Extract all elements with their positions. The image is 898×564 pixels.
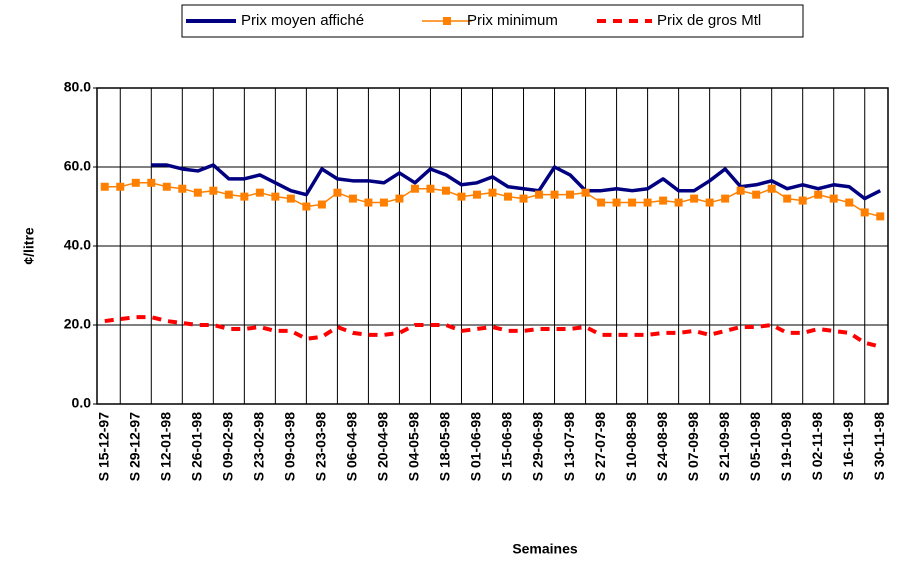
y-tick-label: 20.0 — [64, 316, 91, 332]
x-tick-label: S 30-11-98 — [871, 412, 887, 481]
x-tick-label: S 23-02-98 — [251, 412, 267, 481]
series-marker — [178, 184, 187, 193]
x-tick-label: S 19-10-98 — [778, 412, 794, 481]
series-line — [104, 315, 881, 349]
x-tick-label: S 18-05-98 — [437, 412, 453, 481]
x-tick-label: S 23-03-98 — [313, 412, 329, 481]
series-marker — [317, 200, 326, 209]
series-marker — [783, 194, 792, 203]
series-marker — [255, 188, 264, 197]
x-tick-label: S 21-09-98 — [716, 412, 732, 481]
series-marker — [829, 194, 838, 203]
x-tick-label: S 15-12-97 — [95, 412, 111, 481]
x-tick-label: S 01-06-98 — [468, 412, 484, 481]
y-tick-label: 60.0 — [64, 158, 91, 174]
series-marker — [472, 190, 481, 199]
x-tick-label: S 26-01-98 — [189, 412, 205, 481]
legend-label: Prix moyen affiché — [241, 12, 364, 29]
x-tick-label: S 24-08-98 — [654, 412, 670, 481]
x-tick-label: S 06-04-98 — [344, 412, 360, 481]
x-tick-label: S 10-08-98 — [623, 412, 639, 481]
y-axis-label: ¢/litre — [21, 227, 37, 265]
y-tick-label: 0.0 — [72, 395, 92, 411]
legend-label: Prix minimum — [467, 12, 558, 29]
x-tick-label: S 07-09-98 — [685, 412, 701, 481]
series-line — [151, 163, 882, 201]
x-tick-label: S 16-11-98 — [840, 412, 856, 481]
legend-label: Prix de gros Mtl — [657, 12, 761, 29]
y-tick-label: 80.0 — [64, 79, 91, 95]
x-tick-label: S 20-04-98 — [375, 412, 391, 481]
x-axis-label: Semaines — [512, 541, 578, 557]
series-marker — [302, 202, 311, 211]
series-marker — [286, 194, 295, 203]
series-marker — [736, 186, 745, 195]
series-marker — [209, 186, 218, 195]
series-marker — [705, 198, 714, 207]
series-marker — [519, 194, 528, 203]
series-marker — [845, 198, 854, 207]
x-tick-label: S 12-01-98 — [157, 412, 173, 481]
series-marker — [674, 198, 683, 207]
series-marker — [690, 194, 699, 203]
x-tick-label: S 15-06-98 — [499, 412, 515, 481]
series-marker — [193, 188, 202, 197]
series-marker — [457, 192, 466, 201]
series-marker — [535, 190, 544, 199]
series-marker — [752, 190, 761, 199]
series-marker — [271, 192, 280, 201]
series-marker — [426, 184, 435, 193]
series-marker — [860, 208, 869, 217]
series-marker — [643, 198, 652, 207]
series-marker — [348, 194, 357, 203]
series-marker — [550, 190, 559, 199]
series-marker — [379, 198, 388, 207]
series-marker — [333, 188, 342, 197]
x-tick-label: S 04-05-98 — [406, 412, 422, 481]
legend-marker — [443, 17, 451, 25]
series-marker — [488, 188, 497, 197]
x-tick-label: S 05-10-98 — [747, 412, 763, 481]
series-marker — [612, 198, 621, 207]
series-marker — [162, 182, 171, 191]
series-marker — [116, 182, 125, 191]
series-marker — [224, 190, 233, 199]
y-tick-label: 40.0 — [64, 237, 91, 253]
series-marker — [364, 198, 373, 207]
series-marker — [581, 188, 590, 197]
series-marker — [566, 190, 575, 199]
series-marker — [876, 212, 885, 221]
legend-box — [181, 4, 804, 38]
x-tick-label: S 02-11-98 — [809, 412, 825, 481]
series-marker — [659, 196, 668, 205]
series-marker — [767, 184, 776, 193]
plot-border — [96, 87, 889, 405]
series-marker — [410, 184, 419, 193]
series-marker — [395, 194, 404, 203]
x-tick-label: S 09-02-98 — [220, 412, 236, 481]
x-tick-label: S 27-07-98 — [592, 412, 608, 481]
x-tick-label: S 29-12-97 — [126, 412, 142, 481]
series-marker — [814, 190, 823, 199]
x-tick-label: S 29-06-98 — [530, 412, 546, 481]
series-marker — [100, 182, 109, 191]
series-marker — [441, 186, 450, 195]
series-marker — [628, 198, 637, 207]
series-marker — [504, 192, 513, 201]
series-marker — [721, 194, 730, 203]
series-marker — [147, 178, 156, 187]
x-tick-label: S 09-03-98 — [282, 412, 298, 481]
x-tick-label: S 13-07-98 — [561, 412, 577, 481]
series-marker — [798, 196, 807, 205]
series-marker — [240, 192, 249, 201]
series-marker — [597, 198, 606, 207]
series-marker — [131, 178, 140, 187]
